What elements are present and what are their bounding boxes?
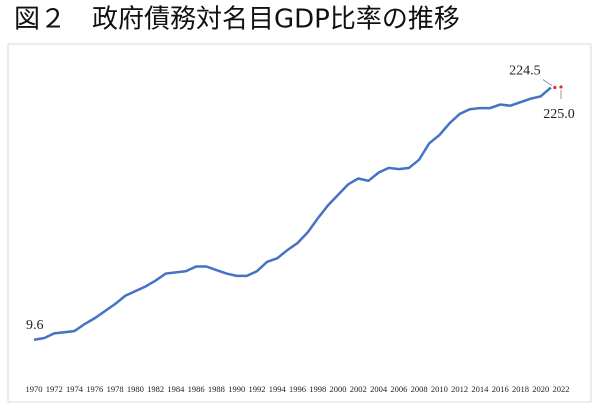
x-tick-label: 1984	[167, 384, 185, 394]
x-tick-label: 1996	[289, 384, 306, 394]
x-tick-label: 1990	[228, 384, 245, 394]
leader-line	[542, 79, 553, 86]
data-label: 225.0	[543, 107, 575, 122]
x-tick-label: 2002	[350, 384, 367, 394]
data-line	[33, 86, 552, 341]
x-tick-label: 1988	[208, 384, 225, 394]
x-tick-label: 2014	[471, 384, 489, 394]
x-tick-label: 1980	[127, 384, 144, 394]
x-tick-label: 1978	[107, 384, 124, 394]
x-tick-label: 1994	[269, 384, 287, 394]
x-tick-label: 1972	[46, 384, 63, 394]
x-tick-label: 2020	[532, 384, 549, 394]
x-tick-label: 2016	[492, 384, 509, 394]
x-tick-label: 2022	[553, 384, 570, 394]
x-tick-label: 2000	[330, 384, 347, 394]
x-tick-label: 2004	[370, 384, 388, 394]
data-label: 9.6	[26, 318, 44, 333]
data-label: 224.5	[509, 64, 541, 79]
x-tick-label: 1986	[188, 384, 205, 394]
x-tick-label: 1982	[147, 384, 164, 394]
x-tick-label: 2006	[390, 384, 407, 394]
x-tick-label: 1992	[248, 384, 265, 394]
x-tick-label: 1976	[86, 384, 103, 394]
chart-frame	[7, 43, 592, 403]
chart-title: 図２ 政府債務対名目GDP比率の推移	[14, 5, 460, 35]
x-tick-label: 1974	[66, 384, 84, 394]
x-tick-label: 1970	[26, 384, 43, 394]
x-tick-label: 2010	[431, 384, 448, 394]
data-point	[559, 85, 563, 89]
x-tick-label: 2008	[411, 384, 428, 394]
data-point	[553, 85, 557, 90]
x-tick-label: 2018	[512, 384, 529, 394]
x-tick-label: 1998	[309, 384, 326, 394]
x-tick-label: 2012	[451, 384, 468, 394]
